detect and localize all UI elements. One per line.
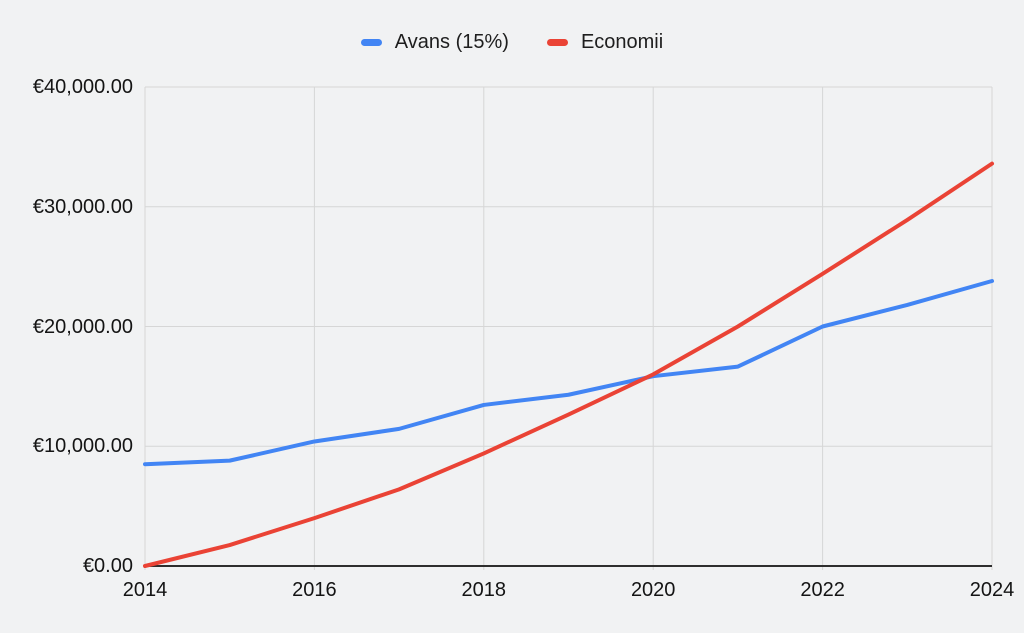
y-axis-tick-label: €30,000.00: [32, 195, 133, 218]
series-line-avans: [143, 278, 994, 467]
legend-swatch-avans-icon: [360, 38, 382, 46]
y-axis-tick-label: €20,000.00: [32, 315, 133, 338]
y-axis-tick-label: €0.00: [82, 555, 133, 577]
series-line-economii: [143, 161, 994, 568]
legend-swatch-economii-icon: [546, 38, 568, 46]
x-axis-tick-label: 2020: [630, 579, 676, 601]
x-axis-tick-label: 2022: [800, 579, 845, 601]
y-axis-tick-label: €40,000.00: [32, 76, 133, 98]
x-axis-tick-label: 2014: [122, 579, 168, 601]
x-axis-tick-label: 2018: [461, 579, 507, 601]
x-axis-tick-label: 2024: [969, 579, 1015, 601]
x-axis-tick-label: 2016: [292, 579, 337, 601]
legend-item-economii: Economii: [546, 31, 664, 53]
legend-label-avans: Avans (15%): [394, 31, 509, 53]
legend-item-avans: Avans (15%): [360, 31, 509, 53]
y-axis-tick-label: €10,000.00: [32, 435, 133, 458]
legend-label-economii: Economii: [580, 31, 664, 53]
chart-legend: Avans (15%) Economii: [0, 32, 1024, 52]
